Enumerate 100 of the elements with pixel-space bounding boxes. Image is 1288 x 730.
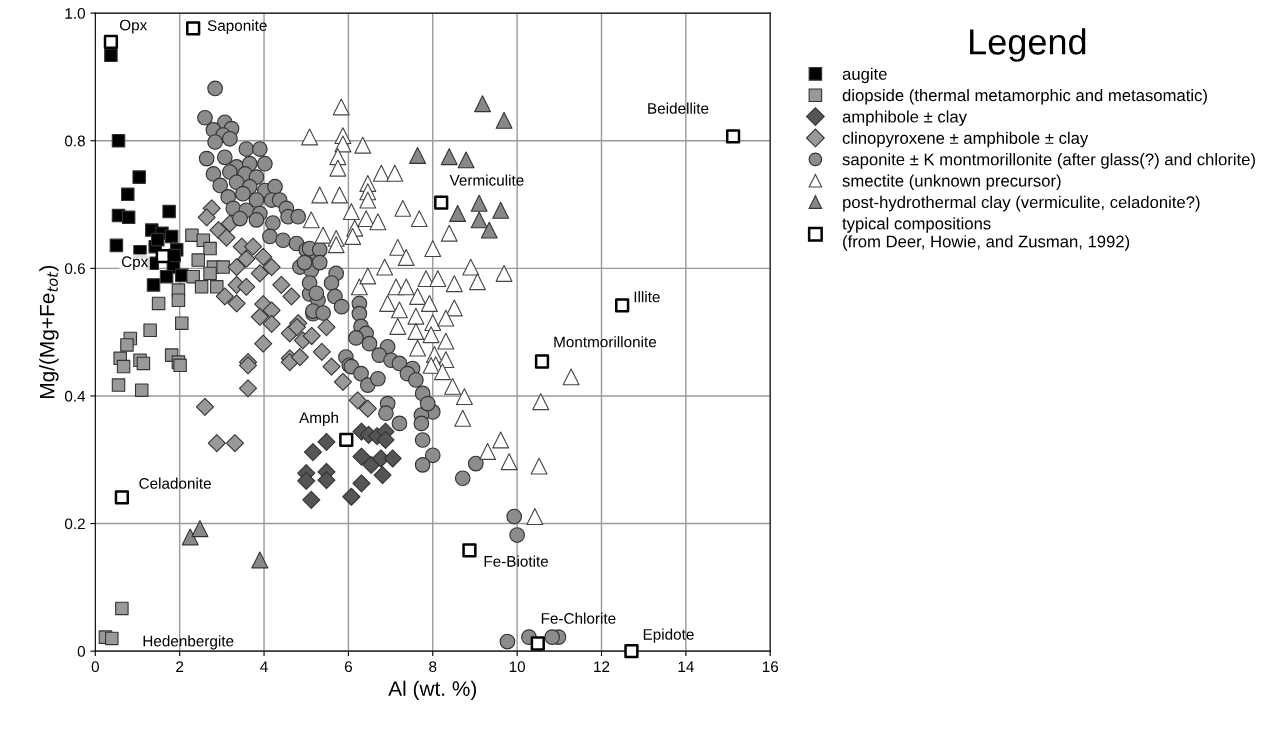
point <box>462 543 477 558</box>
point <box>470 211 488 229</box>
point <box>302 490 321 510</box>
point <box>449 205 467 222</box>
point <box>195 397 215 416</box>
point <box>171 293 186 308</box>
y-tick-label: 0.8 <box>64 135 85 147</box>
legend-label: diopside (thermal metamorphic and metasomatic) <box>842 89 1207 105</box>
point <box>534 354 550 369</box>
point <box>227 294 246 313</box>
point <box>136 356 151 371</box>
point <box>457 151 475 169</box>
point <box>207 434 226 453</box>
x-tick-label: 8 <box>429 661 437 673</box>
point <box>150 232 165 247</box>
point <box>302 326 321 346</box>
point <box>262 258 281 277</box>
point <box>216 260 230 274</box>
annotation: Cpx <box>121 256 149 271</box>
point <box>254 247 273 266</box>
annotation: Montmorillonite <box>554 336 657 348</box>
y-tick-label: 0.2 <box>64 518 85 530</box>
point <box>104 631 119 646</box>
point <box>146 278 161 292</box>
point <box>203 266 217 281</box>
point <box>362 455 381 474</box>
point <box>191 253 206 267</box>
y-tick-label: 0 <box>77 646 85 657</box>
point <box>111 133 126 148</box>
legend-label: amphibole ± clay <box>842 110 967 126</box>
legend-label: smectite (unknown precursor) <box>842 174 1061 191</box>
point <box>191 520 209 538</box>
point <box>134 383 149 397</box>
x-tick-label: 0 <box>91 661 99 673</box>
x-tick-label: 10 <box>509 661 526 673</box>
point <box>217 228 236 247</box>
x-tick-label: 4 <box>260 661 268 672</box>
point <box>615 298 630 313</box>
point <box>115 601 129 616</box>
point <box>238 379 258 398</box>
point <box>250 264 269 283</box>
point <box>151 296 166 311</box>
x-tick-label: 16 <box>762 661 779 673</box>
point <box>215 287 234 306</box>
point <box>322 357 341 376</box>
point <box>440 148 458 166</box>
point <box>104 48 118 63</box>
point <box>175 316 189 330</box>
point <box>164 229 179 244</box>
point <box>342 487 361 506</box>
point <box>121 210 136 225</box>
point <box>186 21 201 36</box>
point <box>203 241 217 256</box>
point <box>162 204 176 219</box>
point <box>186 269 200 284</box>
point <box>348 391 367 410</box>
point <box>237 277 256 296</box>
annotation: Beidellite <box>648 102 709 114</box>
point <box>272 275 291 294</box>
point <box>492 201 510 219</box>
point <box>373 466 392 485</box>
annotation: Epidote <box>643 628 694 643</box>
point <box>111 378 126 392</box>
annotation: Illite <box>634 291 660 303</box>
annotation: Saponite <box>207 19 267 35</box>
point <box>197 208 216 227</box>
x-tick-label: 6 <box>344 661 352 673</box>
annotation: Hedenbergite <box>143 635 234 650</box>
legend-label: saponite ± K montmorillonite (after glass(?) and chlorite) <box>842 153 1255 169</box>
annotation: Celadonite <box>139 477 211 489</box>
annotation: Fe-Biotite <box>484 555 549 567</box>
annotation: Opx <box>119 19 148 34</box>
point <box>409 146 427 164</box>
point <box>297 471 316 490</box>
point <box>251 551 269 569</box>
point <box>132 170 146 184</box>
point <box>116 359 131 374</box>
point <box>103 34 119 49</box>
point <box>282 287 301 306</box>
point <box>480 221 498 239</box>
point <box>290 347 309 367</box>
point <box>225 434 244 453</box>
legend-label: augite <box>842 67 887 84</box>
point <box>303 443 323 462</box>
point <box>317 471 336 490</box>
point <box>287 317 307 337</box>
point <box>244 237 263 256</box>
point <box>339 432 354 448</box>
point <box>434 195 449 210</box>
x-tick-label: 12 <box>594 661 610 672</box>
x-axis-title: Al (wt. %) <box>388 680 477 701</box>
annotation: Vermiculite <box>449 174 524 186</box>
x-tick-label: 2 <box>176 661 184 672</box>
point <box>237 249 256 268</box>
point <box>530 636 545 651</box>
x-tick-label: 14 <box>678 661 694 672</box>
y-tick-label: 0.6 <box>64 263 85 275</box>
point <box>358 399 377 418</box>
point <box>121 187 135 202</box>
point <box>352 447 371 466</box>
